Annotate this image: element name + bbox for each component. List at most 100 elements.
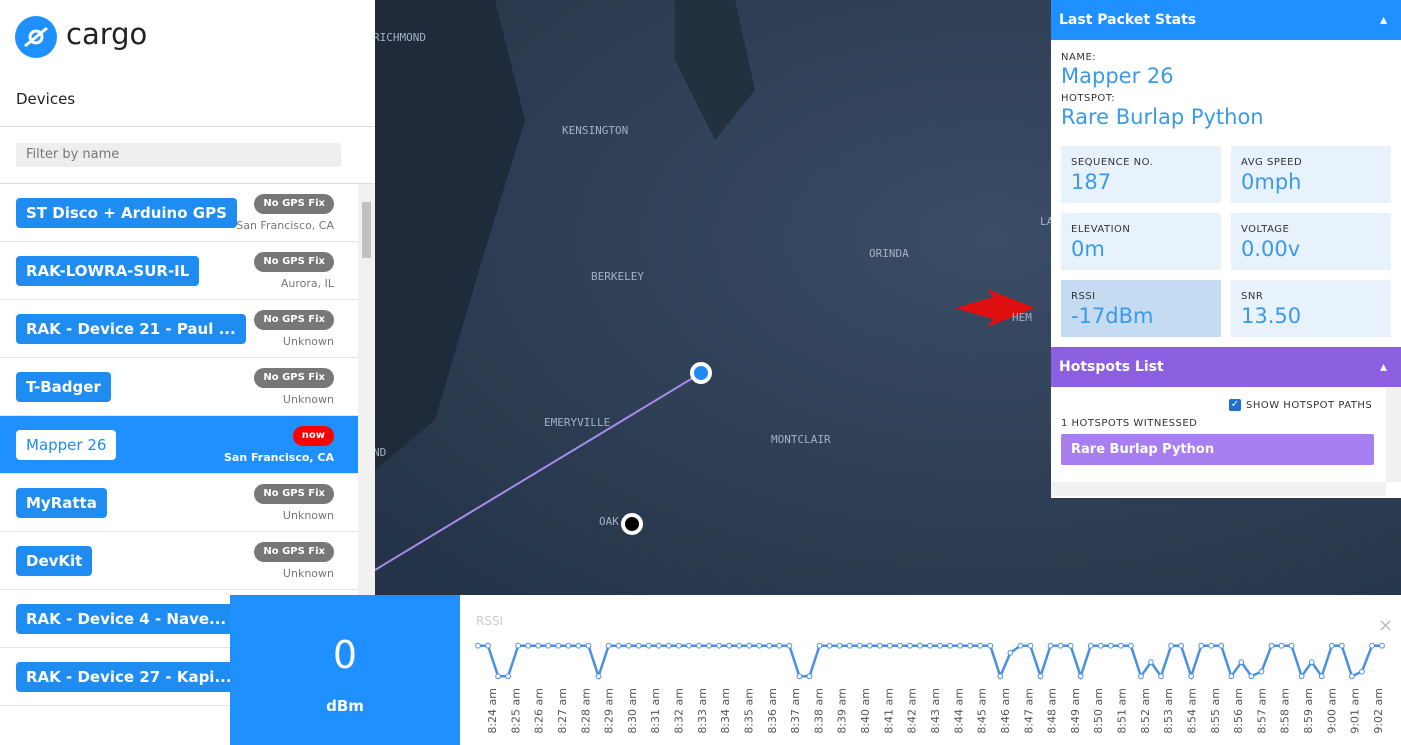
stat-label: RSSI bbox=[1071, 291, 1096, 302]
rssi-point bbox=[1138, 673, 1144, 680]
rssi-point bbox=[1379, 642, 1385, 649]
filter-input[interactable]: Filter by name bbox=[16, 143, 341, 167]
device-name[interactable]: RAK - Device 27 - Kapi... bbox=[16, 662, 242, 692]
rssi-point bbox=[535, 642, 542, 649]
collapse-icon[interactable]: ▴ bbox=[1379, 359, 1387, 375]
x-tick-label: 8:44 am bbox=[952, 688, 965, 734]
stat-value: -17dBm bbox=[1071, 304, 1154, 328]
v-scrollbar[interactable] bbox=[1386, 388, 1401, 482]
status-badge: No GPS Fix bbox=[254, 194, 334, 214]
device-row[interactable]: Mapper 26 now San Francisco, CA bbox=[0, 416, 358, 474]
hotspots-header[interactable]: Hotspots List ▴ bbox=[1051, 347, 1401, 387]
device-name[interactable]: Mapper 26 bbox=[16, 430, 117, 460]
checkbox[interactable]: ✓ bbox=[1229, 399, 1241, 411]
rssi-point bbox=[565, 642, 572, 649]
rssi-point bbox=[776, 642, 783, 649]
rssi-point bbox=[1258, 668, 1265, 675]
stat-value: 13.50 bbox=[1241, 304, 1302, 328]
hotspot-marker[interactable] bbox=[621, 513, 643, 535]
x-tick-label: 8:51 am bbox=[1116, 688, 1129, 734]
x-tick-label: 8:24 am bbox=[486, 688, 499, 734]
hotspot-label: HOTSPOT: bbox=[1061, 93, 1116, 104]
rssi-point bbox=[1218, 642, 1225, 649]
section-title: Devices bbox=[16, 90, 76, 108]
rssi-point bbox=[1178, 642, 1185, 649]
rssi-point bbox=[525, 642, 532, 649]
rssi-chart: RSSI × 8:24 am 8:25 am 8:26 am 8:27 am 8:28 … bbox=[460, 595, 1401, 745]
device-row[interactable]: RAK - Device 21 - Paul ... No GPS Fix Unkn… bbox=[0, 300, 358, 358]
stat-card: VOLTAGE 0.00v bbox=[1231, 213, 1391, 270]
device-name[interactable]: RAK-LOWRA-SUR-IL bbox=[16, 256, 200, 286]
rssi-point bbox=[967, 642, 974, 649]
signal-unit: dBm bbox=[326, 697, 364, 715]
rssi-point bbox=[1278, 642, 1285, 649]
rssi-point bbox=[1348, 673, 1355, 680]
scrollbar[interactable] bbox=[358, 184, 375, 729]
collapse-icon[interactable]: ▴ bbox=[1379, 12, 1387, 28]
scrollbar-thumb[interactable] bbox=[362, 202, 371, 258]
rssi-point bbox=[686, 642, 692, 649]
x-tick-label: 8:52 am bbox=[1139, 688, 1152, 734]
device-name[interactable]: ST Disco + Arduino GPS bbox=[16, 198, 237, 228]
rssi-point bbox=[1359, 668, 1365, 675]
rssi-point bbox=[786, 642, 793, 649]
rssi-point bbox=[1288, 642, 1295, 649]
rssi-point bbox=[896, 642, 903, 649]
device-name: Mapper 26 bbox=[1061, 64, 1174, 88]
rssi-point bbox=[1338, 642, 1345, 649]
map-label: MONTCLAIR bbox=[771, 433, 831, 446]
rssi-point bbox=[645, 642, 652, 649]
x-tick-label: 8:33 am bbox=[696, 688, 709, 734]
h-scrollbar[interactable] bbox=[1051, 482, 1386, 496]
show-paths-label: SHOW HOTSPOT PATHS bbox=[1246, 400, 1373, 411]
rssi-point bbox=[675, 642, 682, 649]
device-name[interactable]: RAK - Device 4 - Nave... bbox=[16, 604, 237, 634]
rssi-point bbox=[1328, 642, 1335, 649]
x-tick-label: 8:36 am bbox=[766, 688, 779, 734]
device-row[interactable]: DevKit No GPS Fix Unknown bbox=[0, 532, 358, 590]
rssi-point bbox=[575, 642, 582, 649]
rssi-point bbox=[635, 642, 642, 649]
x-tick-label: 8:35 am bbox=[742, 688, 755, 734]
x-tick-label: 8:48 am bbox=[1046, 688, 1059, 734]
device-marker[interactable] bbox=[690, 362, 712, 384]
rssi-point bbox=[886, 642, 893, 649]
hotspot-item[interactable]: Rare Burlap Python bbox=[1061, 434, 1374, 465]
rssi-point bbox=[876, 642, 883, 649]
rssi-point bbox=[706, 642, 712, 649]
device-row[interactable]: ST Disco + Arduino GPS No GPS Fix San Fran… bbox=[0, 184, 358, 242]
rssi-point bbox=[1077, 673, 1084, 680]
device-row[interactable]: MyRatta No GPS Fix Unknown bbox=[0, 474, 358, 532]
rssi-point bbox=[495, 673, 501, 680]
close-button[interactable]: × bbox=[1378, 615, 1393, 636]
device-name[interactable]: RAK - Device 21 - Paul ... bbox=[16, 314, 246, 344]
rssi-point bbox=[1037, 673, 1044, 680]
device-location: Unknown bbox=[282, 567, 334, 580]
rssi-point bbox=[1318, 673, 1325, 680]
stat-label: ELEVATION bbox=[1071, 224, 1131, 235]
rssi-point bbox=[947, 642, 953, 649]
stats-header[interactable]: Last Packet Stats ▴ bbox=[1051, 0, 1401, 40]
stats-title: Last Packet Stats bbox=[1059, 12, 1197, 28]
rssi-point bbox=[1369, 642, 1375, 649]
rssi-point bbox=[937, 642, 943, 649]
x-tick-label: 8:47 am bbox=[1022, 688, 1035, 734]
rssi-point bbox=[826, 642, 833, 649]
device-name[interactable]: MyRatta bbox=[16, 488, 107, 518]
map-label: BERKELEY bbox=[591, 270, 644, 283]
device-row[interactable]: T-Badger No GPS Fix Unknown bbox=[0, 358, 358, 416]
stat-label: SNR bbox=[1241, 291, 1264, 302]
device-name[interactable]: T-Badger bbox=[16, 372, 111, 402]
device-row[interactable]: RAK-LOWRA-SUR-IL No GPS Fix Aurora, IL bbox=[0, 242, 358, 300]
rssi-point bbox=[907, 642, 913, 649]
rssi-point bbox=[595, 673, 602, 680]
status-badge: No GPS Fix bbox=[254, 252, 334, 272]
device-name[interactable]: DevKit bbox=[16, 546, 93, 576]
rssi-point bbox=[796, 673, 803, 680]
rssi-point bbox=[806, 673, 813, 680]
x-tick-label: 8:43 am bbox=[929, 688, 942, 734]
x-tick-label: 8:34 am bbox=[719, 688, 732, 734]
x-tick-label: 8:30 am bbox=[626, 688, 639, 734]
rssi-point bbox=[977, 642, 984, 649]
